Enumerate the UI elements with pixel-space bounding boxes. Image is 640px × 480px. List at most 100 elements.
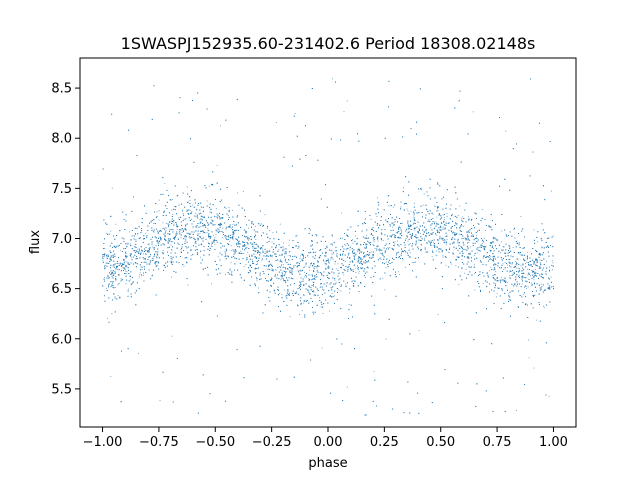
data-point (301, 281, 303, 283)
data-point (192, 204, 194, 206)
data-point (127, 288, 129, 290)
data-point (271, 241, 273, 243)
data-point (449, 247, 451, 249)
data-point (439, 229, 441, 230)
data-point (111, 259, 113, 261)
data-point (111, 313, 113, 314)
data-point (246, 236, 248, 238)
data-point (212, 224, 214, 226)
data-point (481, 209, 483, 211)
data-point (278, 265, 280, 267)
data-point (433, 221, 435, 223)
data-point (509, 262, 511, 263)
data-point (278, 249, 280, 251)
data-point (342, 252, 344, 254)
data-point (255, 225, 257, 227)
data-point (104, 277, 106, 279)
data-point (159, 400, 161, 402)
data-point (384, 289, 386, 291)
data-point (282, 248, 284, 250)
data-point (415, 212, 417, 214)
data-point (143, 253, 144, 255)
data-point (512, 246, 514, 248)
data-point (377, 245, 379, 247)
data-point (187, 284, 189, 286)
data-point (414, 229, 416, 231)
data-point (481, 243, 483, 245)
data-point (345, 244, 347, 246)
data-point (196, 248, 198, 250)
data-point (546, 260, 547, 262)
data-point (530, 282, 532, 284)
data-point (130, 239, 132, 241)
data-point (476, 252, 478, 254)
data-point (303, 276, 305, 278)
data-point (522, 294, 524, 296)
data-point (217, 228, 219, 230)
data-point (533, 279, 535, 281)
data-point (141, 269, 143, 271)
data-point (296, 235, 298, 237)
data-point (211, 241, 213, 243)
data-point (313, 278, 315, 280)
data-point (210, 283, 212, 285)
data-point (104, 267, 105, 269)
data-point (188, 203, 190, 205)
data-point (432, 213, 434, 215)
data-point (217, 228, 219, 230)
data-point (172, 214, 174, 216)
data-point (336, 268, 338, 270)
data-point (528, 357, 530, 359)
data-point (303, 294, 305, 296)
data-point (335, 250, 337, 252)
data-point (232, 237, 234, 239)
data-point (455, 265, 457, 267)
data-point (229, 269, 231, 271)
data-point (499, 252, 501, 254)
data-point (527, 274, 529, 276)
data-point (394, 241, 396, 243)
data-point (526, 251, 528, 253)
data-point (348, 304, 350, 306)
data-point (435, 250, 437, 252)
data-point (496, 292, 498, 294)
data-point (436, 216, 438, 218)
data-point (518, 274, 520, 276)
data-point (493, 236, 495, 238)
data-point (398, 231, 400, 233)
data-point (299, 314, 300, 315)
data-point (126, 271, 128, 273)
data-point (545, 273, 547, 275)
data-point (433, 241, 434, 243)
data-point (409, 242, 411, 244)
data-point (151, 241, 153, 243)
data-point (393, 245, 394, 246)
data-point (171, 209, 173, 211)
data-point (461, 225, 463, 227)
data-point (517, 306, 519, 307)
data-point (297, 269, 299, 271)
data-point (147, 244, 149, 246)
data-point (543, 307, 545, 309)
data-point (222, 237, 223, 239)
data-point (149, 259, 151, 261)
data-point (431, 232, 433, 234)
data-point (142, 266, 143, 268)
data-point (552, 262, 554, 264)
data-point (517, 258, 519, 260)
data-point (215, 208, 217, 210)
data-point (441, 237, 443, 239)
data-point (265, 251, 267, 253)
data-point (135, 250, 137, 252)
data-point (391, 226, 393, 228)
data-point (129, 243, 131, 245)
data-point (493, 264, 494, 266)
data-point (548, 266, 550, 268)
data-point (409, 252, 411, 254)
data-point (256, 278, 258, 279)
data-point (391, 222, 392, 224)
data-point (456, 256, 458, 258)
data-point (206, 200, 208, 202)
data-point (493, 261, 495, 262)
data-point (238, 240, 240, 242)
